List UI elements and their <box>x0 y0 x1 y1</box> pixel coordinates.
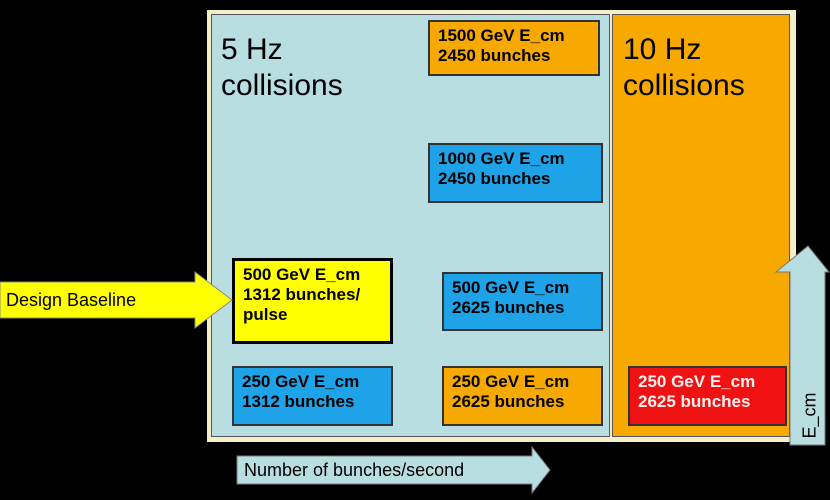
region-label-line: collisions <box>623 69 745 102</box>
node: 250 GeV E_cm 2625 bunches <box>628 366 787 426</box>
node: 250 GeV E_cm 1312 bunches <box>232 366 393 426</box>
node-line: 2625 bunches <box>638 392 751 411</box>
node-line: pulse <box>243 305 288 324</box>
node: 500 GeV E_cm 2625 bunches <box>442 272 603 331</box>
node-line: 250 GeV E_cm <box>452 372 570 391</box>
node: 500 GeV E_cm 1312 bunches/pulse <box>232 258 393 344</box>
node-line: 1312 bunches <box>242 392 355 411</box>
node-line: 500 GeV E_cm <box>243 265 361 284</box>
arrow-up <box>774 245 830 446</box>
node-line: 2450 bunches <box>438 46 551 65</box>
region-label: 10 Hz collisions <box>623 32 745 104</box>
node-line: 1312 bunches/ <box>243 285 361 304</box>
region-label-line: 10 Hz <box>623 33 702 66</box>
arrow-bottom <box>236 445 551 495</box>
region-label-line: 5 Hz <box>221 33 283 66</box>
arrow-label: Number of bunches/second <box>244 460 465 480</box>
node: 1500 GeV E_cm 2450 bunches <box>428 20 600 76</box>
node: 250 GeV E_cm 2625 bunches <box>442 366 603 426</box>
node: 1000 GeV E_cm 2450 bunches <box>428 143 603 203</box>
node-line: 2450 bunches <box>438 169 551 188</box>
node-line: 2625 bunches <box>452 298 565 317</box>
region-label: 5 Hz collisions <box>221 32 343 104</box>
node-line: 250 GeV E_cm <box>638 372 756 391</box>
arrow-left <box>0 270 233 330</box>
node-line: 250 GeV E_cm <box>242 372 360 391</box>
node-line: 1000 GeV E_cm <box>438 149 565 168</box>
node-line: 1500 GeV E_cm <box>438 26 565 45</box>
region-label-line: collisions <box>221 69 343 102</box>
node-line: 2625 bunches <box>452 392 565 411</box>
node-line: 500 GeV E_cm <box>452 278 570 297</box>
arrow-label: Design Baseline <box>6 290 137 310</box>
arrow-label: E_cm <box>799 392 820 439</box>
